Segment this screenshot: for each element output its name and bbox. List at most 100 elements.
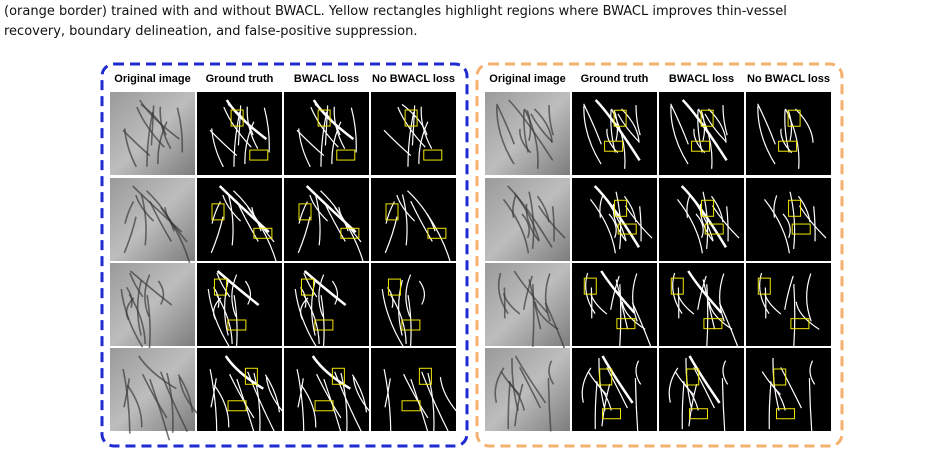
vessel-shadow — [126, 384, 143, 428]
vessel — [599, 195, 604, 218]
vessel — [236, 378, 257, 441]
highlight-box — [317, 109, 331, 127]
vessel — [624, 205, 653, 239]
vessel — [693, 367, 715, 409]
vessel — [710, 195, 724, 223]
vessel-shadow — [502, 293, 521, 315]
highlight-box — [703, 318, 723, 330]
vessel — [237, 105, 242, 146]
figure-cell — [371, 348, 463, 441]
figure-cell — [572, 348, 657, 432]
vessel-shadow — [530, 113, 553, 143]
figure-cell — [746, 92, 831, 175]
highlight-box — [700, 109, 714, 127]
vessel — [314, 194, 321, 246]
vessel — [311, 279, 316, 336]
mask — [572, 348, 657, 431]
highlight-box — [227, 319, 247, 331]
vessel — [439, 376, 463, 418]
angiogram — [485, 263, 570, 346]
highlight-box — [787, 109, 801, 127]
vessel — [227, 194, 234, 246]
mask — [659, 263, 744, 346]
vessel — [685, 357, 693, 411]
vessel — [764, 293, 782, 315]
vessel — [210, 378, 217, 408]
vessel — [757, 103, 776, 145]
highlight-box — [614, 199, 628, 217]
highlight-box — [776, 408, 796, 420]
vessel — [697, 109, 703, 153]
vessel — [583, 103, 602, 145]
vessel — [813, 206, 816, 242]
vessel-shadow — [129, 270, 173, 306]
highlight-box — [613, 109, 627, 127]
vessel — [782, 213, 791, 239]
vessel — [324, 105, 329, 146]
vessel — [761, 371, 781, 396]
highlight-box — [691, 140, 711, 152]
highlight-box — [230, 109, 244, 127]
highlight-box — [401, 400, 421, 412]
vessel-shadow — [159, 371, 189, 432]
figure-cell — [284, 263, 369, 358]
angiogram — [485, 92, 570, 175]
highlight-box — [689, 408, 709, 420]
vessel-shadow — [534, 301, 559, 331]
highlight-box — [604, 140, 624, 152]
vessel — [303, 270, 347, 307]
vessel — [385, 201, 395, 224]
column-header: No BWACL loss — [372, 73, 455, 85]
highlight-box — [300, 278, 314, 296]
vessel — [211, 201, 221, 224]
highlight-box — [298, 203, 312, 221]
vessel — [677, 198, 703, 254]
highlight-box — [423, 149, 443, 161]
vessel — [350, 107, 357, 153]
vessel — [687, 270, 723, 314]
vessel-shadow — [122, 368, 131, 434]
vessel — [670, 105, 689, 165]
vessel — [209, 368, 218, 434]
vessel — [793, 284, 796, 347]
vessel — [798, 205, 827, 239]
highlight-box — [418, 367, 432, 385]
vessel — [316, 373, 342, 419]
vessel — [323, 378, 344, 441]
vessel-shadow — [548, 105, 554, 136]
vessel — [311, 355, 351, 390]
vessel — [808, 378, 813, 432]
mask — [659, 92, 744, 175]
highlight-box — [701, 199, 715, 217]
vessel — [583, 105, 602, 165]
vessel — [619, 284, 622, 347]
vessel — [686, 195, 691, 218]
vessel — [331, 280, 339, 305]
vessel — [383, 368, 392, 434]
vessel — [598, 357, 606, 411]
highlight-box — [253, 227, 273, 239]
vessel-shadow — [544, 273, 551, 322]
highlight-box — [773, 368, 787, 386]
vessel-shadow — [526, 110, 532, 141]
highlight-box — [385, 203, 399, 221]
figure-cell — [197, 348, 289, 441]
vessel — [789, 191, 796, 249]
highlight-box — [244, 367, 258, 385]
highlight-box — [249, 149, 269, 161]
vessel — [772, 357, 780, 411]
vessel — [585, 272, 596, 314]
vessel — [398, 279, 403, 336]
figure-cell — [572, 92, 657, 175]
vessel-shadow — [125, 286, 133, 308]
vessel-shadow — [536, 195, 550, 223]
column-header: Original image — [114, 73, 190, 85]
figure-cell — [659, 348, 744, 432]
vessel-shadow — [497, 272, 509, 315]
vessel — [264, 374, 281, 413]
vessel — [672, 272, 683, 314]
vessel — [780, 367, 802, 409]
vessel — [681, 99, 728, 162]
vessel-shadow — [140, 194, 147, 246]
vessel — [401, 103, 428, 136]
